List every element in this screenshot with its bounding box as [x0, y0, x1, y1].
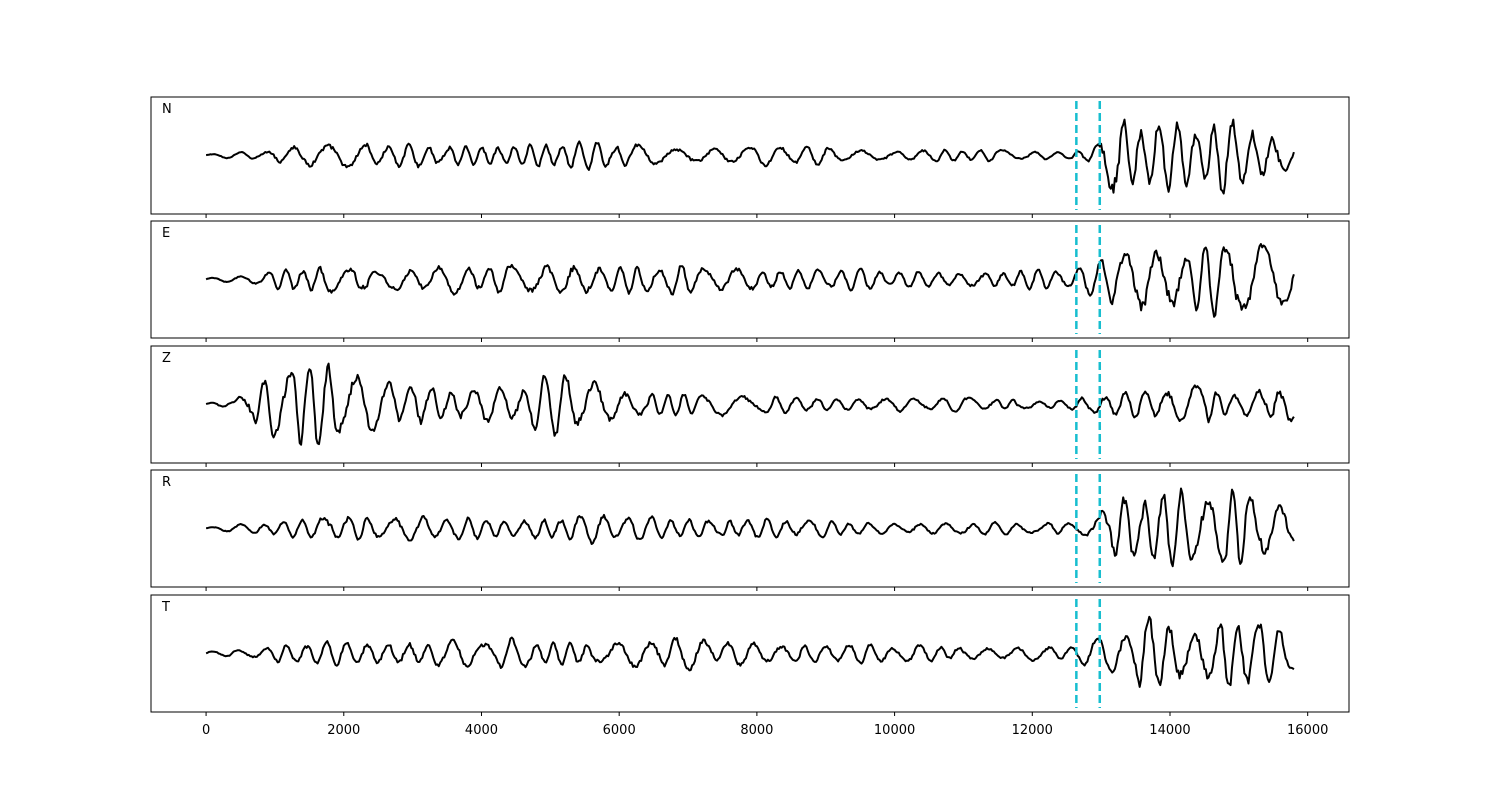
x-tick-label: 10000 [874, 723, 915, 738]
panel-t: T [150, 594, 1350, 716]
channel-label: Z [162, 351, 171, 366]
panel-n: N [150, 96, 1350, 218]
channel-label: E [162, 226, 170, 241]
x-tick-label: 16000 [1287, 723, 1328, 738]
trace-e [205, 243, 1295, 318]
trace-z [205, 362, 1295, 446]
panel-frame [150, 345, 1350, 464]
trace-panels: N E Z R T [150, 96, 1350, 716]
panel-frame [150, 594, 1350, 713]
x-tick-label: 12000 [1012, 723, 1053, 738]
channel-label: R [162, 475, 171, 490]
panel-frame [150, 220, 1350, 339]
panel-e: E [150, 220, 1350, 342]
x-axis: 0 2000 4000 6000 8000 10000 12000 14000 16000 [202, 723, 1328, 738]
panel-frame [150, 96, 1350, 215]
panel-z: Z [150, 345, 1350, 467]
channel-label: N [162, 102, 172, 117]
x-tick-label: 6000 [603, 723, 636, 738]
trace-t [205, 615, 1295, 688]
x-tick-label: 2000 [327, 723, 360, 738]
x-tick-label: 0 [202, 723, 210, 738]
x-tick-label: 14000 [1149, 723, 1190, 738]
channel-label: T [161, 600, 170, 615]
x-tick-label: 4000 [465, 723, 498, 738]
trace-r [206, 487, 1295, 568]
panel-frame [150, 469, 1350, 588]
panel-r: R [150, 469, 1350, 591]
trace-n [205, 118, 1295, 195]
x-tick-label: 8000 [740, 723, 773, 738]
